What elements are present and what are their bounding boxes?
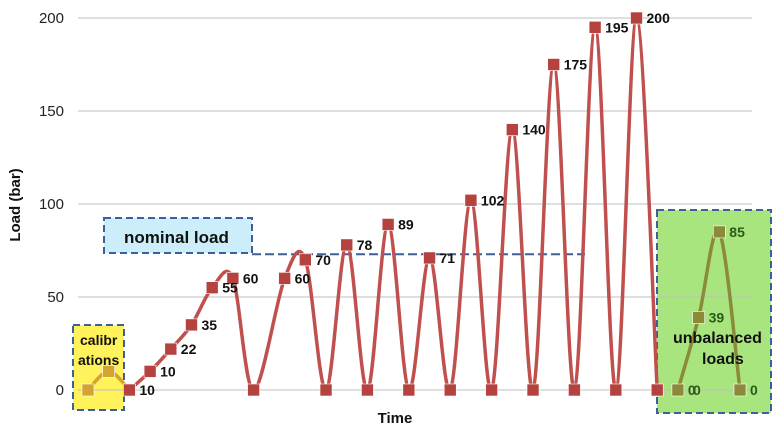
main-data-label-12: 89 (398, 216, 414, 232)
main-data-label-5: 60 (243, 270, 259, 286)
unbalanced-data-label-1: 39 (709, 309, 725, 325)
unbalanced-loads-label-line2: loads (702, 351, 744, 368)
y-tick-label-50: 50 (47, 289, 64, 306)
main-point-20 (547, 58, 561, 71)
main-point-22 (588, 20, 602, 34)
unbalanced-point-2 (713, 225, 726, 239)
x-axis-title: Time (378, 410, 413, 425)
main-data-label-3: 35 (201, 317, 217, 333)
main-point-15 (443, 383, 457, 397)
unbalanced-data-label-3: 0 (750, 382, 758, 398)
unbalanced-data-label-0: 0 (688, 382, 696, 398)
main-point-17 (485, 383, 498, 397)
calibrations-point-1 (102, 365, 115, 378)
calibrations-box (72, 324, 125, 411)
main-data-label-22: 195 (605, 19, 629, 35)
unbalanced-point-0 (671, 383, 685, 397)
main-point-1 (143, 365, 157, 378)
main-point-5 (226, 272, 240, 285)
main-data-label-18: 140 (522, 122, 546, 138)
y-tick-labels: 0 50 100 150 200 (39, 10, 64, 399)
calibrations-point-0 (81, 383, 95, 397)
main-point-10 (340, 238, 354, 252)
main-point-12 (381, 218, 395, 231)
y-tick-label-150: 150 (39, 103, 64, 120)
unbalanced-point-3 (733, 383, 747, 397)
main-point-16 (464, 193, 478, 207)
unbalanced-data-label-2: 85 (729, 224, 745, 240)
main-data-label-2: 22 (181, 341, 197, 357)
main-point-24 (630, 11, 643, 25)
series (81, 11, 747, 397)
main-data-label-7: 60 (295, 270, 311, 286)
main-data-label-10: 78 (357, 237, 373, 253)
main-point-23 (609, 383, 623, 397)
main-data-label-24: 200 (647, 10, 671, 26)
main-point-9 (319, 383, 333, 397)
y-tick-label-100: 100 (39, 196, 64, 213)
main-point-7 (278, 272, 291, 285)
main-data-label-4: 55 (222, 280, 238, 296)
main-point-21 (568, 383, 581, 397)
y-tick-label-200: 200 (39, 10, 64, 27)
unbalanced-loads-label-line1: unbalanced (673, 330, 762, 347)
unbalanced-extra-zero-label: 0 (693, 382, 701, 398)
unbalanced-point-1 (692, 311, 705, 324)
calibrations-label-line2: ations (78, 352, 119, 368)
main-point-25 (650, 383, 664, 397)
main-point-6 (247, 383, 260, 397)
main-point-14 (423, 251, 436, 265)
main-point-19 (526, 383, 540, 397)
nominal-load-box (103, 217, 253, 254)
main-point-3 (185, 318, 198, 332)
main-point-8 (299, 253, 312, 267)
calibrations-label-line1: calibr (80, 332, 118, 348)
main-data-label-20: 175 (564, 57, 588, 73)
main-data-label-0: 10 (139, 382, 155, 398)
main-point-13 (402, 383, 416, 397)
main-data-label-8: 70 (315, 252, 331, 268)
main-point-4 (205, 281, 219, 295)
y-axis-title: Load (bar) (7, 168, 24, 241)
main-point-0 (123, 383, 136, 397)
unbalanced-loads-box (656, 209, 772, 414)
unbalanced-series-line (676, 228, 742, 391)
main-point-2 (164, 342, 178, 356)
nominal-load-label: nominal load (124, 228, 229, 247)
main-point-18 (506, 123, 519, 136)
main-data-label-1: 10 (160, 363, 176, 379)
main-data-label-14: 71 (440, 250, 456, 266)
main-point-11 (361, 383, 374, 397)
main-data-label-16: 102 (481, 192, 505, 208)
y-tick-label-0: 0 (56, 382, 64, 399)
